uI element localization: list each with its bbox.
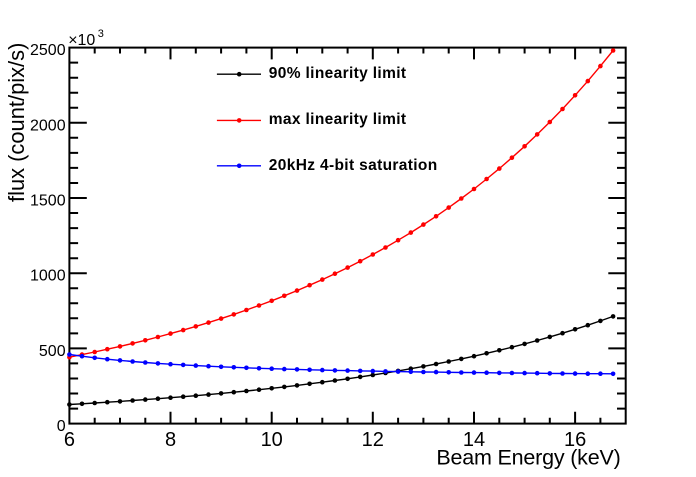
svg-text:2000: 2000 [30,117,66,134]
svg-text:flux (count/pix/s): flux (count/pix/s) [4,43,29,202]
svg-text:10: 10 [261,429,283,451]
svg-text:90% linearity limit: 90% linearity limit [269,65,407,82]
svg-text:6: 6 [64,429,75,451]
svg-text:1000: 1000 [30,268,66,285]
svg-text:×10: ×10 [68,32,95,49]
svg-text:0: 0 [57,418,66,435]
svg-text:500: 500 [39,343,66,360]
svg-text:8: 8 [165,429,176,451]
svg-text:12: 12 [362,429,384,451]
svg-text:3: 3 [98,28,104,40]
svg-text:max linearity limit: max linearity limit [269,111,407,128]
svg-text:16: 16 [564,429,586,451]
svg-text:14: 14 [463,429,485,451]
svg-text:Beam Energy (keV): Beam Energy (keV) [436,445,620,469]
svg-text:1500: 1500 [30,193,66,210]
svg-text:2500: 2500 [30,42,66,59]
svg-text:20kHz 4-bit saturation: 20kHz 4-bit saturation [269,157,438,174]
